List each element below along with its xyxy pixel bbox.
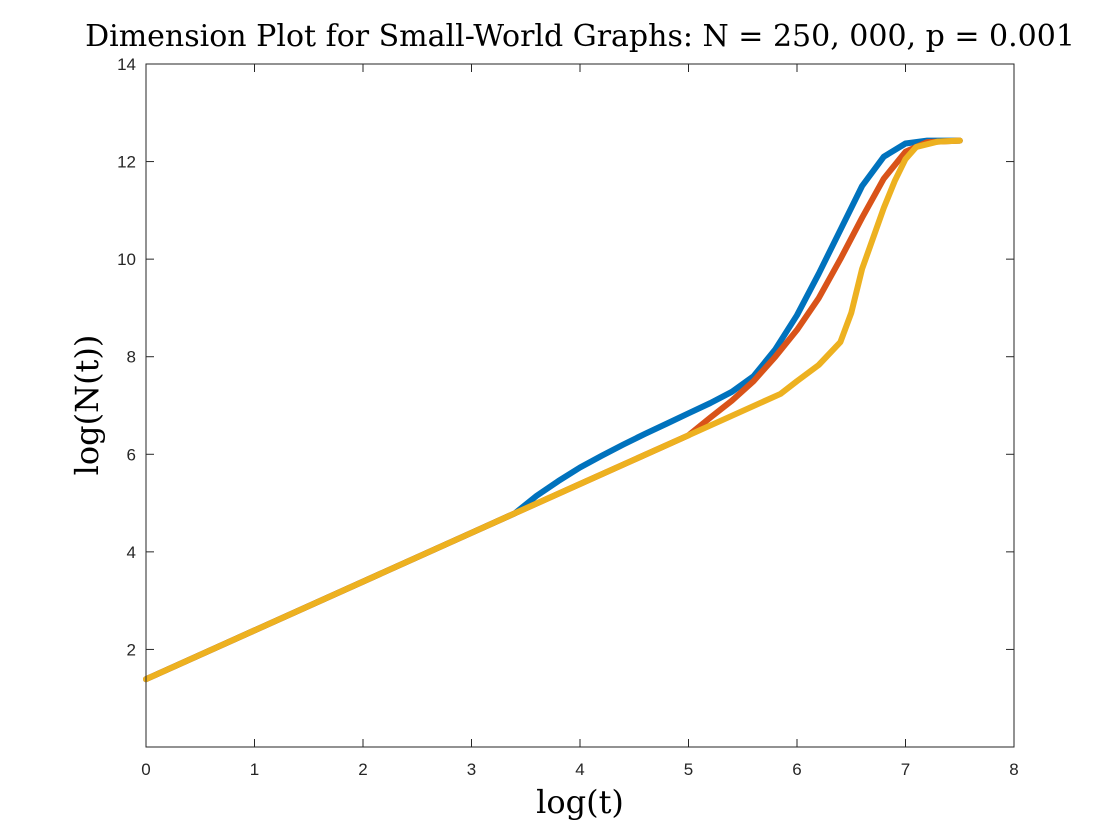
x-tick-label: 3: [467, 760, 476, 779]
x-tick-label: 1: [250, 760, 259, 779]
x-tick-label: 6: [792, 760, 801, 779]
y-tick-label: 10: [117, 250, 136, 269]
plot-area: [143, 63, 1015, 748]
y-tick-label: 2: [127, 640, 136, 659]
x-tick-label: 5: [684, 760, 693, 779]
x-tick-label: 4: [575, 760, 584, 779]
x-axis-ticks: 0 1 2 3 4 5 6 7 8: [141, 64, 1019, 779]
plot-background: [146, 64, 1014, 747]
series-line-3: [143, 137, 963, 683]
y-tick-label: 14: [117, 55, 136, 74]
x-tick-label: 2: [358, 760, 367, 779]
chart-title: Dimension Plot for Small-World Graphs: N…: [85, 19, 1075, 54]
x-tick-label: 8: [1009, 760, 1018, 779]
y-axis-ticks: 2 4 6 8 10 12 14: [117, 55, 1014, 659]
series-layer: [143, 137, 963, 683]
x-axis-label: log(t): [536, 783, 624, 821]
x-tick-label: 7: [901, 760, 910, 779]
y-tick-label: 4: [127, 543, 136, 562]
y-tick-label: 6: [127, 445, 136, 464]
y-tick-label: 12: [117, 153, 136, 172]
x-tick-label: 0: [141, 760, 150, 779]
y-axis-label: log(N(t)): [68, 335, 106, 476]
y-tick-label: 8: [127, 348, 136, 367]
